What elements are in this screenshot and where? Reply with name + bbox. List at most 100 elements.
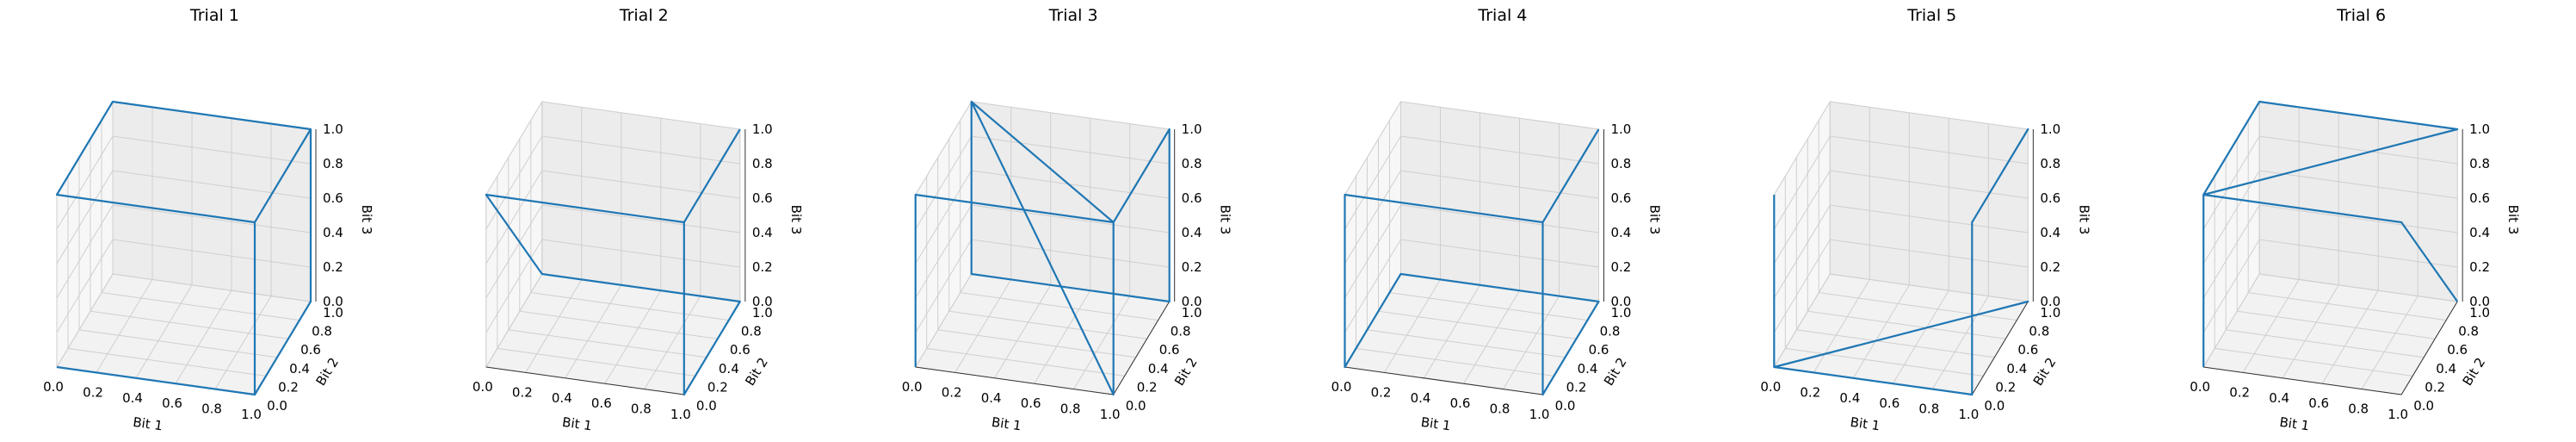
panel-title: Trial 6 [2336, 6, 2386, 25]
y-tick-label: 0.0 [1984, 398, 2005, 414]
grid-line-z [1773, 101, 2029, 196]
x-tick-label: 1.0 [1958, 407, 1979, 422]
z-tick-label: 0.8 [1611, 156, 1632, 171]
z-axis-label: Bit 3 [2076, 205, 2091, 235]
z-tick-label: 0.2 [2040, 259, 2060, 275]
grid-line-z [1344, 239, 1599, 333]
back-pane [112, 101, 312, 302]
x-tick-label: 0.6 [1879, 395, 1900, 411]
z-tick-label: 0.8 [323, 156, 343, 171]
panel-1: 0.0 0.2 0.4 0.6 0.8 1.00.00.20.40.60.81.00.00… [43, 6, 374, 433]
x-tick-label: 1.0 [241, 407, 262, 422]
y-tick-label: 0.4 [1578, 361, 1598, 377]
z-tick-label: 0.0 [2040, 294, 2060, 309]
y-tick-label: 0.6 [1589, 342, 1609, 358]
panel-4: 0.0 0.2 0.4 0.6 0.8 1.00.00.20.40.60.81.00.00… [1331, 6, 1663, 433]
x-axis-line [2203, 366, 2402, 395]
x-tick-label: 0.0 [2190, 379, 2210, 395]
trace-line [1344, 128, 1600, 396]
trace-line [2202, 100, 2459, 367]
y-tick-label: 1.0 [1611, 305, 1632, 321]
x-tick-label: 0.4 [122, 390, 143, 406]
grid-line-z [485, 170, 740, 265]
grid-line-z [1773, 239, 2029, 333]
z-tick-label: 0.6 [323, 190, 343, 206]
y-axis-label: Bit 2 [2030, 355, 2060, 389]
y-axis-line [1113, 301, 1171, 395]
z-tick-label: 0.2 [1182, 259, 1202, 275]
panel-title: Trial 3 [1048, 6, 1098, 25]
y-axis-line [2400, 301, 2458, 395]
grid-line-z [1344, 204, 1599, 299]
x-tick-label: 0.8 [2348, 402, 2369, 417]
z-tick-label: 0.0 [2469, 294, 2490, 309]
x-tick-label: 0.8 [201, 402, 222, 417]
z-axis-label: Bit 3 [359, 205, 374, 235]
panel-title: Trial 4 [1477, 6, 1527, 25]
y-tick-label: 0.2 [1137, 379, 1158, 395]
x-tick-label: 0.2 [1800, 384, 1820, 400]
z-tick-label: 1.0 [752, 121, 773, 137]
z-tick-label: 0.6 [1611, 190, 1632, 206]
y-tick-label: 0.0 [1126, 398, 1146, 414]
z-tick-label: 1.0 [2469, 121, 2490, 137]
y-tick-label: 0.0 [696, 398, 717, 414]
y-tick-label: 0.4 [2006, 361, 2027, 377]
panel-6: 0.0 0.2 0.4 0.6 0.8 1.00.00.20.40.60.81.00.00… [2190, 6, 2521, 433]
z-tick-label: 0.0 [323, 294, 343, 309]
grid-line-z [56, 204, 312, 299]
grid-line-z [1773, 135, 2029, 230]
x-axis-label: Bit 1 [1420, 414, 1452, 434]
x-tick-label: 0.4 [1839, 390, 1860, 406]
y-tick-label: 0.8 [312, 324, 332, 339]
x-tick-label: 0.6 [1450, 395, 1471, 411]
x-tick-label: 0.2 [83, 384, 103, 400]
y-tick-label: 0.2 [2425, 379, 2445, 395]
y-tick-label: 0.8 [741, 324, 762, 339]
back-pane [541, 101, 741, 302]
z-tick-label: 0.0 [1182, 294, 1202, 309]
x-tick-label: 0.2 [512, 384, 533, 400]
z-tick-label: 1.0 [2040, 121, 2060, 137]
trace-line [55, 100, 312, 396]
grid-line-z [56, 273, 312, 368]
y-tick-label: 0.2 [1995, 379, 2016, 395]
grid-line-z [485, 101, 740, 196]
x-tick-label: 0.8 [1918, 402, 1939, 417]
y-tick-label: 0.8 [2458, 324, 2479, 339]
x-tick-label: 0.6 [2308, 395, 2329, 411]
x-tick-label: 0.6 [162, 395, 182, 411]
x-tick-label: 0.0 [1331, 379, 1352, 395]
trace-line [485, 128, 741, 396]
y-tick-label: 0.2 [278, 379, 299, 395]
z-tick-label: 1.0 [1182, 121, 1202, 137]
y-tick-label: 0.8 [1171, 324, 1191, 339]
y-axis-label: Bit 2 [2460, 355, 2489, 389]
y-tick-label: 1.0 [2040, 305, 2060, 321]
y-tick-label: 0.4 [289, 361, 310, 377]
x-tick-label: 0.6 [1021, 395, 1041, 411]
z-tick-label: 0.4 [752, 225, 773, 240]
z-tick-label: 0.8 [2040, 156, 2060, 171]
x-axis-label: Bit 1 [1850, 414, 1881, 434]
y-tick-label: 1.0 [1182, 305, 1202, 321]
x-axis-line [485, 366, 684, 395]
panel-title: Trial 2 [619, 6, 669, 25]
x-tick-label: 0.8 [1490, 402, 1510, 417]
grid-line-z [2202, 204, 2458, 299]
y-tick-label: 0.4 [2436, 361, 2456, 377]
y-tick-label: 1.0 [752, 305, 773, 321]
x-tick-label: 0.0 [43, 379, 64, 395]
z-tick-label: 0.2 [752, 259, 773, 275]
x-tick-label: 0.4 [2269, 390, 2289, 406]
grid-line-z [1773, 204, 2029, 299]
z-axis-label: Bit 3 [1218, 205, 1233, 235]
z-axis-label: Bit 3 [2505, 205, 2521, 235]
x-tick-label: 0.2 [942, 384, 962, 400]
x-axis-label: Bit 1 [2278, 414, 2310, 434]
y-tick-label: 0.6 [2017, 342, 2038, 358]
x-tick-label: 0.8 [631, 402, 652, 417]
grid-line-z [1344, 170, 1599, 265]
y-tick-label: 0.6 [300, 342, 321, 358]
x-tick-label: 0.4 [552, 390, 572, 406]
